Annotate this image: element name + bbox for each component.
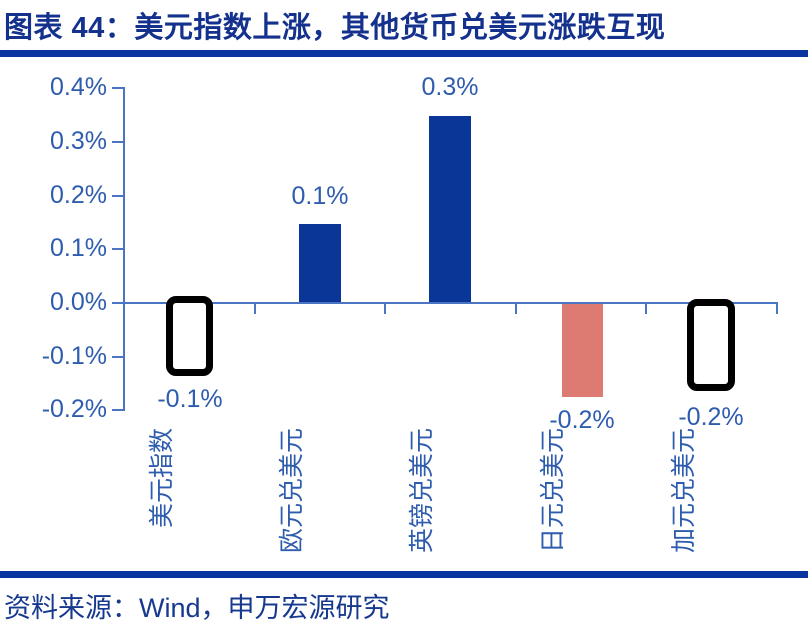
y-tick-label: -0.2% bbox=[41, 395, 107, 423]
source-note: 资料来源：Wind，申万宏源研究 bbox=[4, 593, 390, 623]
zero-axis-line bbox=[123, 302, 778, 304]
y-axis-tick bbox=[112, 356, 124, 358]
y-tick-label: 0.3% bbox=[50, 127, 107, 155]
x-axis-tick bbox=[515, 302, 517, 314]
bar-usd-index-outline bbox=[166, 296, 213, 376]
x-axis-tick bbox=[384, 302, 386, 314]
y-tick-label: 0.4% bbox=[50, 73, 107, 101]
bar-value-label-cadusd: -0.2% bbox=[678, 403, 744, 431]
x-category-label-gbpusd: 英镑兑美元 bbox=[408, 428, 436, 554]
bar-gbpusd bbox=[429, 116, 471, 302]
y-axis-tick bbox=[112, 248, 124, 250]
x-axis-tick bbox=[776, 302, 778, 314]
bar-eurusd bbox=[299, 224, 341, 302]
title-underline-rule bbox=[0, 50, 808, 57]
x-category-label-usd-index: 美元指数 bbox=[148, 428, 176, 529]
bar-value-label-jpyusd: -0.2% bbox=[549, 406, 615, 434]
y-tick-label: -0.1% bbox=[41, 342, 107, 370]
y-axis-tick bbox=[112, 195, 124, 197]
y-tick-label: 0.0% bbox=[50, 288, 107, 316]
bar-cadusd-outline bbox=[687, 299, 735, 391]
bar-value-label-eurusd: 0.1% bbox=[291, 182, 349, 210]
y-tick-label: 0.1% bbox=[50, 234, 107, 262]
y-axis-tick bbox=[112, 409, 124, 411]
bar-value-label-usd-index: -0.1% bbox=[157, 385, 223, 413]
y-axis-line bbox=[123, 87, 125, 411]
x-axis-tick bbox=[645, 302, 647, 314]
y-axis-tick bbox=[112, 141, 124, 143]
x-category-label-cadusd: 加元兑美元 bbox=[670, 428, 698, 554]
figure-title: 图表 44：美元指数上涨，其他货币兑美元涨跌互现 bbox=[4, 12, 666, 44]
x-category-label-jpyusd: 日元兑美元 bbox=[539, 428, 567, 554]
bar-jpyusd bbox=[562, 304, 603, 397]
x-axis-tick bbox=[254, 302, 256, 314]
bar-value-label-gbpusd: 0.3% bbox=[421, 73, 479, 101]
y-axis-tick bbox=[112, 302, 124, 304]
y-axis-tick bbox=[112, 87, 124, 89]
x-category-label-eurusd: 欧元兑美元 bbox=[278, 428, 306, 554]
y-tick-label: 0.2% bbox=[50, 181, 107, 209]
footer-rule bbox=[0, 571, 808, 578]
